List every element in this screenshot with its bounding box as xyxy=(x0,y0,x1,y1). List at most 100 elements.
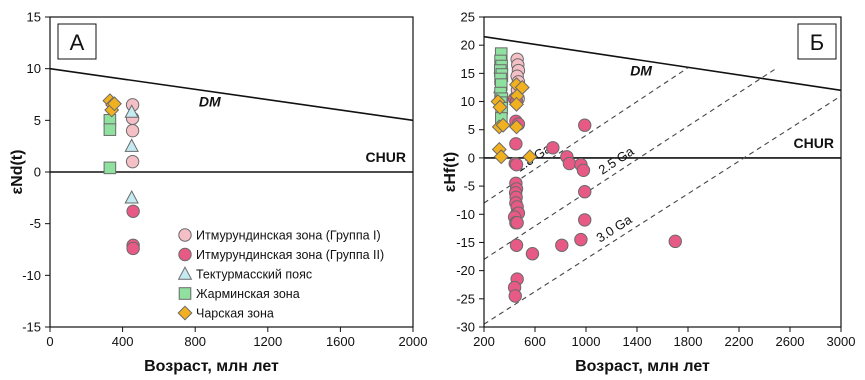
legend-label: Чарская зона xyxy=(196,307,274,321)
data-point xyxy=(562,156,577,171)
panel-label-box xyxy=(57,23,97,60)
data-point xyxy=(576,163,591,178)
data-point xyxy=(124,189,139,204)
y-tick-label: 0 xyxy=(34,165,41,180)
x-tick-label: 1000 xyxy=(572,334,601,349)
panel-label-box xyxy=(797,23,837,60)
panel-a: 0 400 800 1200 1600 2000 -15 -10 -5 0 5 10 15 DM CHUR А… xyxy=(9,10,427,376)
x-tick-label: 1800 xyxy=(674,334,703,349)
x-tick-label: 2600 xyxy=(776,334,805,349)
dm-label: DM xyxy=(199,93,221,109)
x-tick-label: 1200 xyxy=(253,334,282,349)
reference-line-3-0-ga xyxy=(484,95,841,325)
x-tick-label: 1600 xyxy=(326,334,355,349)
series-triangle xyxy=(124,104,139,204)
y-axis-label: εHf(t) xyxy=(442,152,459,192)
panel-label: А xyxy=(70,30,85,55)
series-circle xyxy=(126,204,140,256)
data-point xyxy=(508,289,522,303)
y-tick-label: 10 xyxy=(27,61,41,76)
data-point xyxy=(510,216,524,230)
y-tick-label: 20 xyxy=(461,38,475,53)
x-tick-label: 200 xyxy=(473,334,495,349)
data-point xyxy=(124,138,139,152)
legend-label: Жарминская зона xyxy=(196,287,300,301)
y-tick-label: 15 xyxy=(461,66,475,81)
x-axis-label: Возраст, млн лет xyxy=(144,358,279,375)
y-tick-label: -5 xyxy=(463,179,475,194)
y-tick-label: 10 xyxy=(461,94,475,109)
data-point xyxy=(103,161,117,175)
isochron-label: 2.5 Ga xyxy=(596,143,638,177)
series-square xyxy=(103,114,117,175)
y-tick-label: -15 xyxy=(22,320,41,335)
legend-marker xyxy=(177,305,193,321)
legend-marker xyxy=(178,287,192,300)
plot-frame xyxy=(49,16,414,328)
reference-line-2-5-ga xyxy=(484,67,778,260)
x-tick-label: 400 xyxy=(112,334,134,349)
x-tick-label: 1400 xyxy=(623,334,652,349)
data-point xyxy=(493,149,509,165)
y-tick-label: -10 xyxy=(456,207,475,222)
y-tick-label: 5 xyxy=(34,113,41,128)
y-tick-label: 0 xyxy=(468,150,475,165)
y-tick-label: 5 xyxy=(468,122,475,137)
data-point xyxy=(546,141,560,155)
reference-lines xyxy=(484,35,841,325)
dm-label: DM xyxy=(630,62,652,78)
y-tick-label: -20 xyxy=(456,263,475,278)
y-tick-label: -25 xyxy=(456,291,475,306)
plot-frame xyxy=(483,16,842,328)
data-point xyxy=(555,238,569,252)
legend-label: Итмурундинская зона (Группа II) xyxy=(196,248,384,262)
series-diamond xyxy=(102,93,122,118)
data-point xyxy=(668,234,682,249)
data-point xyxy=(495,117,511,133)
data-point xyxy=(124,104,139,118)
x-tick-label: 800 xyxy=(184,334,206,349)
series-circle xyxy=(125,98,140,169)
data-point xyxy=(525,247,540,261)
legend-label: Итмурундинская зона (Группа I) xyxy=(196,229,381,243)
y-axis-label: εNd(t) xyxy=(9,150,26,195)
data-point xyxy=(103,123,117,136)
x-tick-label: 0 xyxy=(46,334,53,349)
chur-label: CHUR xyxy=(366,149,406,165)
series-diamond xyxy=(490,77,538,165)
y-tick-label: -5 xyxy=(29,216,41,231)
x-tick-label: 3000 xyxy=(827,334,856,349)
legend-label: Тектурмасский пояс xyxy=(196,268,312,282)
data-point xyxy=(578,118,592,132)
panel-label: Б xyxy=(810,30,824,55)
y-tick-label: -15 xyxy=(456,235,475,250)
data-point xyxy=(126,204,140,218)
x-tick-label: 2200 xyxy=(725,334,754,349)
y-tick-label: 15 xyxy=(27,10,41,25)
reference-line-dm xyxy=(484,35,841,92)
data-point xyxy=(125,154,140,169)
data-point xyxy=(509,157,524,172)
data-point xyxy=(125,123,140,138)
data-point xyxy=(509,238,524,252)
data-point xyxy=(126,241,140,256)
data-point xyxy=(574,232,588,247)
legend-marker xyxy=(178,228,192,242)
data-point xyxy=(492,99,508,115)
data-point xyxy=(509,96,525,112)
legend-marker xyxy=(178,247,192,262)
legend: Итмурундинская зона (Группа I) Итмурундин… xyxy=(177,228,384,321)
data-point xyxy=(106,96,122,112)
data-point xyxy=(522,149,538,165)
data-point xyxy=(509,137,523,151)
data-point xyxy=(578,185,592,199)
chur-label: CHUR xyxy=(794,135,834,151)
reference-line-dm xyxy=(50,67,413,122)
series-circle xyxy=(507,92,682,303)
x-tick-label: 600 xyxy=(524,334,546,349)
panel-b: 200 600 1000 1400 1800 2200 2600 3000-30-25-20-… xyxy=(442,10,855,376)
x-tick-label: 2000 xyxy=(399,334,428,349)
legend-marker xyxy=(177,266,193,280)
